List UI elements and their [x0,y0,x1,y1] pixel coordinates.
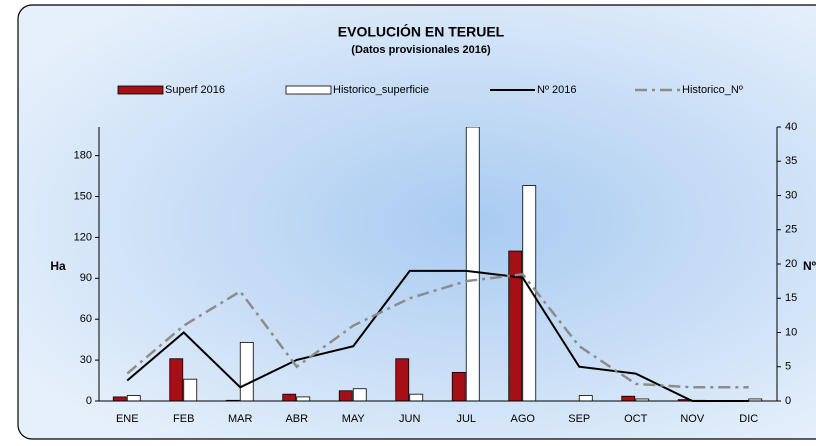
y2-tick-label: 0 [785,395,791,407]
y2-tick-label: 40 [785,121,797,133]
y2-tick-label: 35 [785,155,797,167]
x-tick-label: ABR [285,413,308,425]
y2-tick-label: 30 [785,189,797,201]
bar [282,393,297,402]
legend-swatch [117,85,164,95]
line-series [126,272,749,389]
bar [352,388,367,402]
legend-label: Superf 2016 [165,84,225,96]
chart-background [17,4,816,440]
x-tick-label: AGO [511,413,536,425]
chart-title: EVOLUCIÓN EN TERUEL [338,23,505,40]
legend-swatch [285,85,332,95]
y2-axis-label: Nº [803,259,816,273]
bar [451,371,466,402]
bar [296,396,311,402]
bar [239,341,254,402]
x-tick-label: JUL [456,413,476,425]
y-tick-label: 30 [80,354,92,366]
y-tick-label: 180 [74,150,92,162]
x-tick-label: OCT [624,413,648,425]
y-tick-label: 0 [86,395,92,407]
y-tick-label: 90 [80,272,92,284]
bar [395,358,410,402]
y2-tick-label: 20 [785,258,797,270]
x-tick-label: MAR [228,413,253,425]
y-tick-label: 150 [74,190,92,202]
y2-tick-label: 10 [785,326,797,338]
x-tick-label: MAY [342,413,366,425]
bar [169,358,184,402]
bar [183,378,198,402]
x-tick-label: DIC [739,413,758,425]
bar [465,127,480,402]
x-tick-label: SEP [568,413,590,425]
line-series [126,269,749,402]
bar [338,390,353,402]
y2-tick-label: 15 [785,292,797,304]
chart-subtitle: (Datos provisionales 2016) [351,44,491,56]
y-tick-label: 120 [74,231,92,243]
bar [578,395,593,402]
x-tick-label: FEB [173,413,194,425]
legend-label: Nº 2016 [537,84,577,96]
x-tick-label: JUN [399,413,420,425]
y2-tick-label: 25 [785,224,797,236]
y-axis-label: Ha [50,259,66,273]
legend-label: Historico_superficie [333,84,429,96]
y2-tick-label: 5 [785,361,791,373]
bar [409,393,424,402]
bar [126,395,141,402]
y-tick-label: 60 [80,313,92,325]
x-tick-label: NOV [680,413,705,425]
x-tick-label: ENE [116,413,139,425]
legend-label: Historico_Nº [682,84,743,96]
bar [112,396,127,402]
bar [621,395,636,402]
